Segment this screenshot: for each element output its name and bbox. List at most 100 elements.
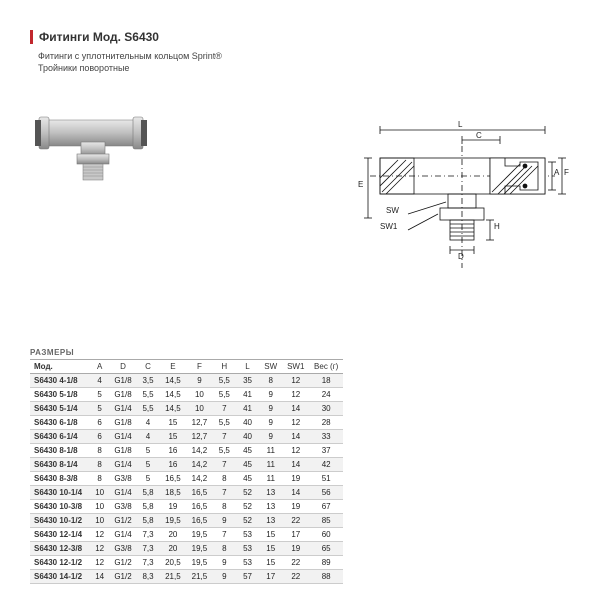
cell: 7 xyxy=(213,486,236,500)
cell: 9 xyxy=(186,374,213,388)
col-header: Мод. xyxy=(30,360,90,374)
cell: 24 xyxy=(309,388,343,402)
cell: 3,5 xyxy=(136,374,159,388)
cell: 9 xyxy=(259,402,282,416)
cell: 12 xyxy=(282,374,309,388)
cell: 28 xyxy=(309,416,343,430)
cell: 8 xyxy=(90,472,110,486)
cell: 15 xyxy=(160,416,187,430)
cell: 10 xyxy=(186,388,213,402)
cell: 89 xyxy=(309,556,343,570)
cell: 14 xyxy=(282,486,309,500)
col-header: C xyxy=(136,360,159,374)
cell: 14 xyxy=(282,402,309,416)
cell: G1/2 xyxy=(110,556,137,570)
cell: 7,3 xyxy=(136,556,159,570)
cell: 10 xyxy=(90,500,110,514)
subtitle-line1: Фитинги с уплотнительным кольцом Sprint® xyxy=(38,51,222,61)
cell: S6430 12-1/2 xyxy=(30,556,90,570)
cell: G1/8 xyxy=(110,444,137,458)
cell: S6430 5-1/4 xyxy=(30,402,90,416)
cell: S6430 10-1/4 xyxy=(30,486,90,500)
cell: 5 xyxy=(136,472,159,486)
cell: S6430 10-3/8 xyxy=(30,500,90,514)
cell: G1/8 xyxy=(110,388,137,402)
cell: 5,8 xyxy=(136,486,159,500)
cell: 10 xyxy=(90,486,110,500)
cell: S6430 4-1/8 xyxy=(30,374,90,388)
cell: 21,5 xyxy=(186,570,213,584)
cell: 52 xyxy=(236,500,259,514)
cell: 18 xyxy=(309,374,343,388)
cell: 5 xyxy=(90,388,110,402)
cell: 7,3 xyxy=(136,528,159,542)
cell: 10 xyxy=(90,514,110,528)
cell: 41 xyxy=(236,388,259,402)
cell: 16 xyxy=(160,458,187,472)
col-header: F xyxy=(186,360,213,374)
cell: 35 xyxy=(236,374,259,388)
accent-bar xyxy=(30,30,33,44)
cell: 13 xyxy=(259,514,282,528)
col-header: A xyxy=(90,360,110,374)
col-header: Вес (г) xyxy=(309,360,343,374)
dim-D: D xyxy=(458,252,464,261)
cell: 9 xyxy=(213,570,236,584)
cell: 45 xyxy=(236,444,259,458)
cell: 19 xyxy=(282,500,309,514)
cell: 20 xyxy=(160,542,187,556)
cell: 14,5 xyxy=(160,374,187,388)
table-row: S6430 10-3/810G3/85,81916,5852131967 xyxy=(30,500,343,514)
cell: 67 xyxy=(309,500,343,514)
cell: 12 xyxy=(282,444,309,458)
cell: G1/2 xyxy=(110,514,137,528)
cell: S6430 8-3/8 xyxy=(30,472,90,486)
cell: 10 xyxy=(186,402,213,416)
cell: 12 xyxy=(282,388,309,402)
dim-H: H xyxy=(494,222,500,231)
cell: 11 xyxy=(259,472,282,486)
col-header: H xyxy=(213,360,236,374)
cell: 60 xyxy=(309,528,343,542)
cell: 16,5 xyxy=(186,486,213,500)
table-row: S6430 12-1/412G1/47,32019,5753151760 xyxy=(30,528,343,542)
cell: 5,5 xyxy=(136,402,159,416)
cell: 19 xyxy=(282,472,309,486)
cell: 56 xyxy=(309,486,343,500)
cell: G1/4 xyxy=(110,458,137,472)
cell: G1/4 xyxy=(110,430,137,444)
cell: 9 xyxy=(213,556,236,570)
cell: 8 xyxy=(213,542,236,556)
cell: 17 xyxy=(259,570,282,584)
technical-drawing: L C A F E H D SW SW1 xyxy=(340,118,570,278)
cell: 15 xyxy=(259,556,282,570)
table-row: S6430 12-1/212G1/27,320,519,5953152289 xyxy=(30,556,343,570)
sizes-heading: РАЗМЕРЫ xyxy=(30,348,570,357)
cell: 7 xyxy=(213,458,236,472)
cell: S6430 10-1/2 xyxy=(30,514,90,528)
cell: 14,2 xyxy=(186,458,213,472)
cell: 5 xyxy=(136,458,159,472)
cell: 52 xyxy=(236,514,259,528)
table-row: S6430 8-3/88G3/8516,514,2845111951 xyxy=(30,472,343,486)
cell: 12,7 xyxy=(186,416,213,430)
col-header: L xyxy=(236,360,259,374)
table-row: S6430 10-1/410G1/45,818,516,5752131456 xyxy=(30,486,343,500)
col-header: SW xyxy=(259,360,282,374)
cell: 14 xyxy=(282,458,309,472)
cell: 7,3 xyxy=(136,542,159,556)
table-row: S6430 14-1/214G1/28,321,521,5957172288 xyxy=(30,570,343,584)
cell: 6 xyxy=(90,430,110,444)
cell: 22 xyxy=(282,556,309,570)
cell: 22 xyxy=(282,570,309,584)
cell: 5,5 xyxy=(213,388,236,402)
cell: S6430 8-1/8 xyxy=(30,444,90,458)
dim-C: C xyxy=(476,131,482,140)
cell: 53 xyxy=(236,528,259,542)
dim-A: A xyxy=(554,168,559,177)
cell: S6430 14-1/2 xyxy=(30,570,90,584)
cell: S6430 6-1/4 xyxy=(30,430,90,444)
cell: 15 xyxy=(259,528,282,542)
col-header: E xyxy=(160,360,187,374)
cell: 33 xyxy=(309,430,343,444)
